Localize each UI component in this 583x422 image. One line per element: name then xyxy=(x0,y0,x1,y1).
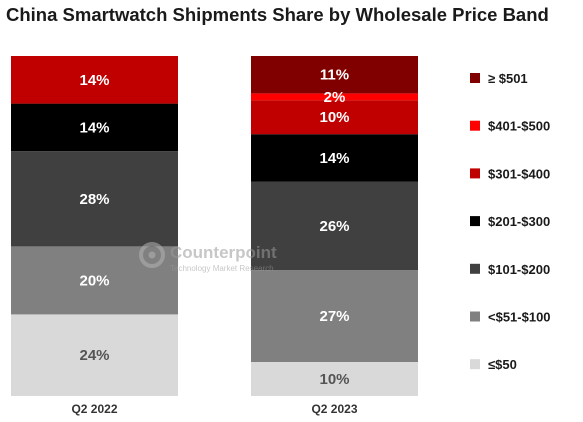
legend-swatch-301-400 xyxy=(470,168,480,179)
legend-label-50: ≤$50 xyxy=(488,357,517,372)
bar-segment-q2-2023-101-200 xyxy=(251,181,418,271)
legend: ≥ $501 $401-$500 $301-$400 $201-$300 $101-$2… xyxy=(470,71,551,372)
data-label-q2-2023-101-200: 26% xyxy=(319,218,349,235)
bars-layer xyxy=(11,56,418,396)
bar-segment-q2-2022-101-200 xyxy=(11,151,178,247)
bar-segment-q2-2023-401-500 xyxy=(251,93,418,101)
legend-label-201-300: $201-$300 xyxy=(488,214,550,229)
data-label-q2-2023-301-400: 10% xyxy=(319,109,349,126)
data-label-q2-2022-50: 24% xyxy=(79,347,109,364)
legend-swatch-501 xyxy=(470,73,480,83)
data-label-q2-2022-51-100: 20% xyxy=(79,272,109,289)
bar-segment-q2-2022-201-300 xyxy=(11,103,178,152)
legend-swatch-51-100 xyxy=(470,311,480,322)
data-label-q2-2022-201-300: 14% xyxy=(79,119,109,136)
legend-label-501: ≥ $501 xyxy=(488,71,528,86)
data-label-q2-2023-50: 10% xyxy=(319,371,349,388)
legend-swatch-201-300 xyxy=(470,216,480,227)
legend-label-51-100: <$51-$100 xyxy=(488,310,551,325)
data-label-q2-2022-101-200: 28% xyxy=(79,191,109,208)
chart-title: China Smartwatch Shipments Share by Whol… xyxy=(6,4,549,25)
data-label-q2-2023-501: 11% xyxy=(320,67,349,84)
data-label-q2-2022-301-400: 14% xyxy=(79,72,109,89)
legend-label-401-500: $401-$500 xyxy=(488,119,550,134)
bar-segment-q2-2023-501 xyxy=(251,56,418,94)
data-label-q2-2023-51-100: 27% xyxy=(319,308,349,325)
x-tick-label-q2-2023: Q2 2023 xyxy=(311,402,357,416)
counterpoint-logo-dot xyxy=(148,251,156,259)
labels-layer: 24% 20% 28% 14% 14% Q2 2022 10% 27% 26% 14% 10% 2% 1… xyxy=(71,67,357,416)
bar-segment-q2-2023-301-400 xyxy=(251,100,418,135)
legend-label-301-400: $301-$400 xyxy=(488,166,550,181)
legend-swatch-401-500 xyxy=(470,120,480,131)
data-label-q2-2023-401-500: 2% xyxy=(324,89,346,106)
legend-swatch-101-200 xyxy=(470,263,480,274)
bar-segment-q2-2023-201-300 xyxy=(251,134,418,182)
data-label-q2-2023-201-300: 14% xyxy=(319,150,349,167)
legend-label-101-200: $101-$200 xyxy=(488,262,550,277)
watermark-tagline: Technology Market Research xyxy=(170,264,274,273)
bar-segment-q2-2022-301-400 xyxy=(11,56,178,104)
bar-segment-q2-2022-50 xyxy=(11,314,178,396)
watermark-brand: Counterpoint xyxy=(170,243,277,262)
x-tick-label-q2-2022: Q2 2022 xyxy=(71,402,117,416)
legend-swatch-50 xyxy=(470,359,480,370)
counterpoint-watermark: Counterpoint Technology Market Research xyxy=(139,242,277,273)
bar-segment-q2-2023-50 xyxy=(251,362,418,396)
bar-segment-q2-2023-51-100 xyxy=(251,270,418,362)
counterpoint-logo-icon xyxy=(139,242,165,268)
